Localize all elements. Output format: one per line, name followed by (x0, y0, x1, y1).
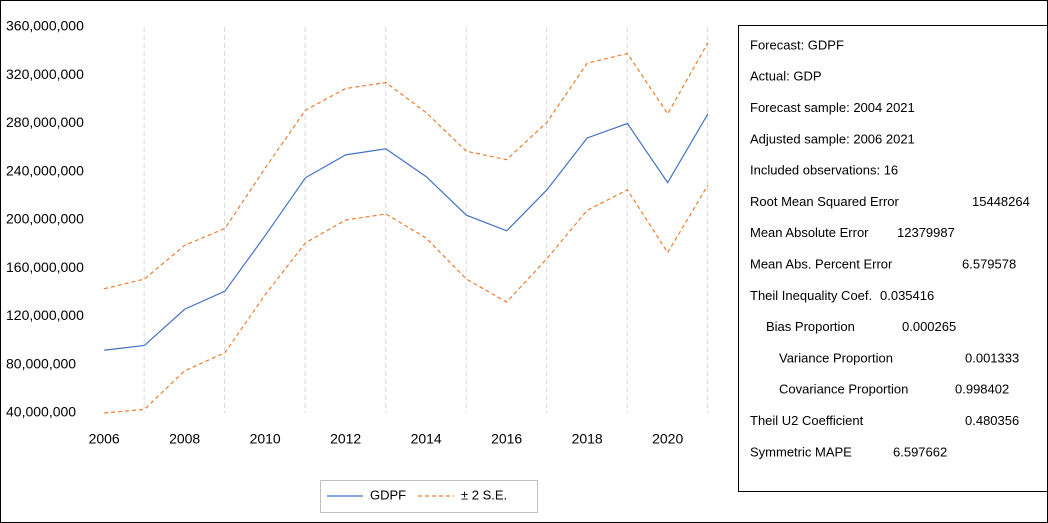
y-tick-label: 200,000,000 (6, 211, 84, 227)
stats-value: 0.998402 (955, 382, 1009, 397)
stats-value: 12379987 (897, 225, 955, 240)
x-tick-label: 2016 (491, 431, 522, 447)
x-tick-label: 2012 (330, 431, 361, 447)
series-line (104, 184, 709, 414)
stats-line: Included observations: 16 (750, 163, 898, 178)
stats-label: Root Mean Squared Error (750, 194, 900, 209)
x-tick-label: 2006 (89, 431, 120, 447)
y-tick-label: 320,000,000 (6, 66, 84, 82)
stats-value: 0.035416 (880, 288, 934, 303)
y-tick-label: 280,000,000 (6, 114, 84, 130)
y-tick-label: 360,000,000 (6, 18, 84, 34)
stats-line: Adjusted sample: 2006 2021 (750, 131, 915, 146)
x-tick-label: 2010 (250, 431, 281, 447)
stats-value: 6.597662 (893, 444, 947, 459)
x-tick-label: 2020 (652, 431, 683, 447)
stats-label: Mean Absolute Error (750, 225, 869, 240)
stats-value: 0.001333 (965, 350, 1019, 365)
stats-label: Bias Proportion (766, 319, 855, 334)
stats-label: Symmetric MAPE (750, 444, 852, 459)
stats-label: Covariance Proportion (779, 382, 908, 397)
stats-label: Theil Inequality Coef. (750, 288, 872, 303)
legend-label: ± 2 S.E. (461, 487, 507, 502)
y-tick-label: 160,000,000 (6, 259, 84, 275)
stats-label: Variance Proportion (779, 350, 893, 365)
x-tick-label: 2018 (572, 431, 603, 447)
stats-label: Mean Abs. Percent Error (750, 257, 893, 272)
stats-line: Actual: GDP (750, 69, 822, 84)
series-line (104, 113, 709, 351)
stats-value: 15448264 (972, 194, 1030, 209)
y-tick-label: 80,000,000 (6, 355, 76, 371)
stats-line: Forecast: GDPF (750, 37, 844, 52)
x-tick-label: 2008 (169, 431, 200, 447)
x-tick-label: 2014 (411, 431, 442, 447)
stats-value: 6.579578 (962, 257, 1016, 272)
stats-line: Forecast sample: 2004 2021 (750, 100, 915, 115)
y-tick-label: 40,000,000 (6, 404, 76, 420)
y-tick-label: 120,000,000 (6, 307, 84, 323)
stats-value: 0.480356 (965, 413, 1019, 428)
series-line (104, 42, 709, 290)
stats-box (738, 25, 1048, 492)
stats-value: 0.000265 (902, 319, 956, 334)
stats-label: Theil U2 Coefficient (750, 413, 864, 428)
y-tick-label: 240,000,000 (6, 162, 84, 178)
legend-label: GDPF (370, 487, 406, 502)
